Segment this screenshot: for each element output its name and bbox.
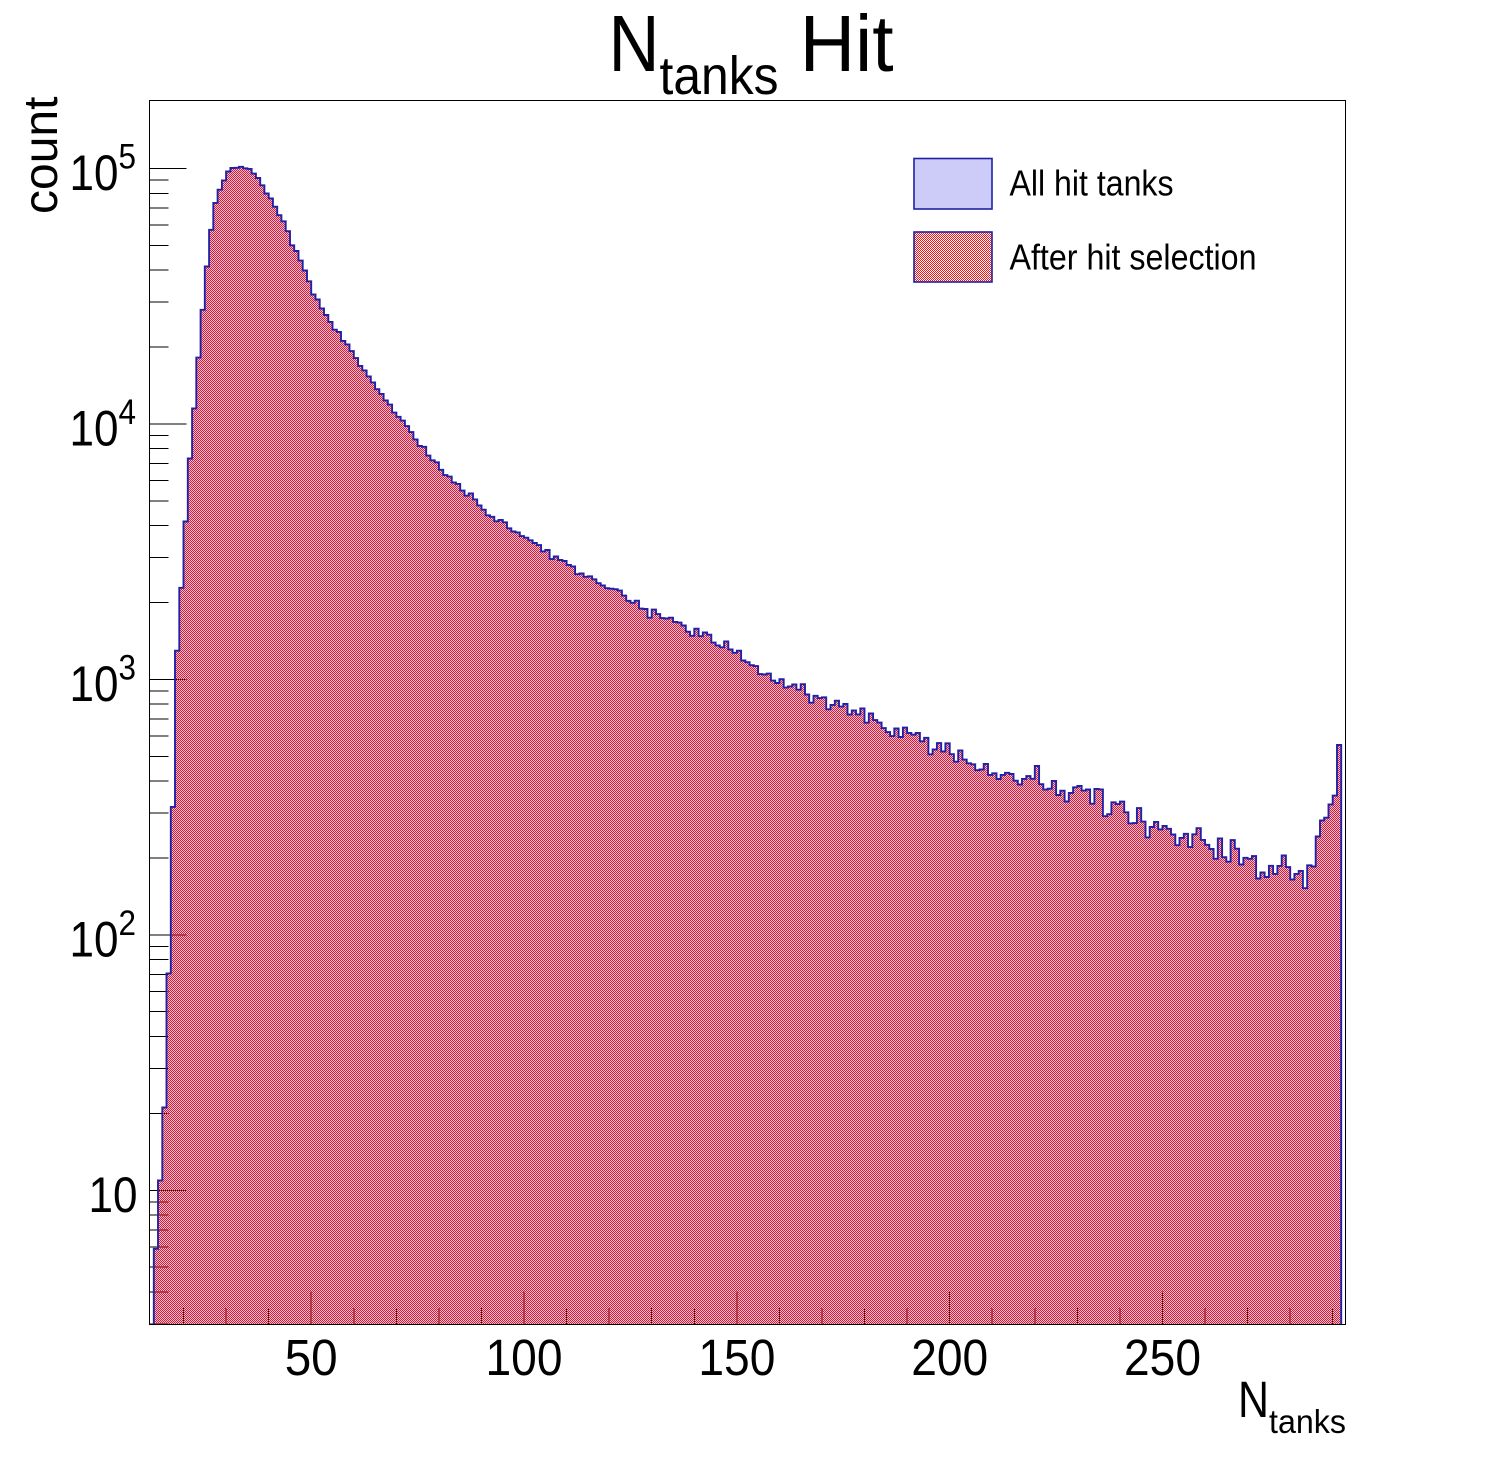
svg-text:After hit selection: After hit selection (1010, 237, 1257, 278)
svg-text:Ntanks Hit: Ntanks Hit (609, 0, 894, 106)
svg-text:102: 102 (70, 904, 137, 968)
svg-text:105: 105 (70, 138, 137, 202)
svg-text:Ntanks: Ntanks (1238, 1371, 1346, 1440)
svg-text:200: 200 (911, 1329, 988, 1386)
svg-text:All hit tanks: All hit tanks (1010, 163, 1174, 204)
svg-text:count: count (15, 97, 68, 214)
svg-text:150: 150 (698, 1329, 775, 1386)
svg-text:50: 50 (285, 1329, 338, 1386)
svg-text:100: 100 (486, 1329, 563, 1386)
svg-text:103: 103 (70, 648, 137, 712)
svg-text:250: 250 (1124, 1329, 1201, 1386)
svg-text:104: 104 (70, 393, 137, 457)
svg-text:10: 10 (89, 1167, 138, 1223)
